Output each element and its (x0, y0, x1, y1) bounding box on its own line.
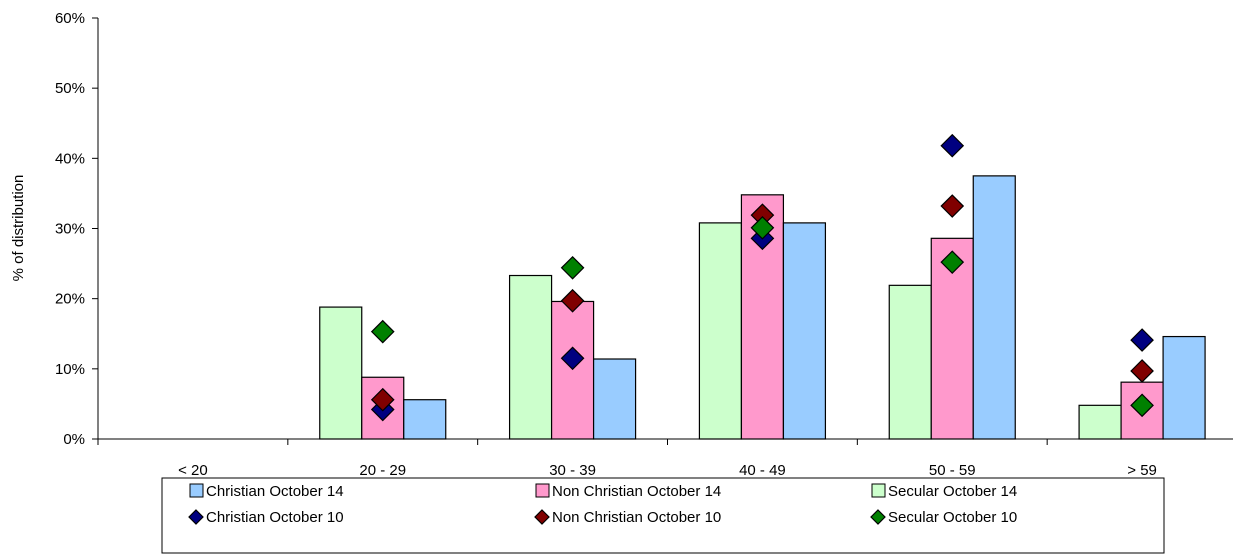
marker-secular-october-10 (940, 250, 965, 275)
y-tick-label: 10% (55, 361, 85, 378)
bar-non-christian-october-14 (550, 300, 595, 440)
marker-non-christian-october-10 (370, 387, 395, 412)
legend: Christian October 14 Non Christian Octobe… (161, 477, 1165, 554)
marker-christian-october-10 (940, 133, 965, 158)
y-tick-label: 0% (63, 431, 85, 448)
y-tick-label: 60% (55, 10, 85, 27)
plot-area: 0% 10% 20% 30% 40% 50% 60% < 20 20 - 29 30 - 39 40… (55, 10, 1233, 479)
legend-swatch-non-christian-october-14 (535, 483, 550, 498)
legend-box (161, 477, 1165, 554)
y-tick-label: 30% (55, 221, 85, 238)
x-tick-label: 20 - 29 (359, 462, 406, 479)
y-axis-title: % of distribution (10, 175, 27, 282)
legend-swatch-christian-october-14 (189, 483, 204, 498)
bar-secular-october-14 (508, 274, 553, 440)
marker-non-christian-october-10 (1130, 359, 1154, 383)
marker-secular-october-10 (560, 255, 585, 280)
marker-christian-october-10 (1130, 328, 1154, 352)
marker-secular-october-10 (750, 215, 775, 240)
legend-swatch-secular-october-14 (871, 483, 886, 498)
bar-christian-october-14 (972, 175, 1016, 440)
marker-secular-october-10 (1130, 393, 1154, 418)
bar-secular-october-14 (888, 284, 932, 440)
marker-christian-october-10 (560, 346, 585, 371)
x-tick-label: 50 - 59 (929, 462, 976, 479)
legend-label-non-christian-october-10: Non Christian October 10 (552, 509, 721, 526)
marker-non-christian-october-10 (940, 194, 965, 218)
marker-secular-october-10 (370, 319, 395, 344)
bar-christian-october-14 (403, 399, 447, 440)
bar-christian-october-14 (592, 358, 637, 440)
legend-marker-non-christian-october-10 (534, 509, 550, 525)
legend-marker-secular-october-10 (870, 509, 886, 525)
y-tick-label: 40% (55, 150, 85, 167)
bar-secular-october-14 (319, 306, 363, 440)
legend-label-secular-october-14: Secular October 14 (888, 483, 1017, 500)
legend-label-secular-october-10: Secular October 10 (888, 509, 1017, 526)
bar-secular-october-14 (698, 222, 743, 440)
bar-christian-october-14 (782, 222, 827, 440)
y-tick-label: 50% (55, 80, 85, 97)
x-tick-label: 30 - 39 (549, 462, 596, 479)
x-tick-label: < 20 (178, 462, 208, 479)
legend-label-christian-october-10: Christian October 10 (206, 509, 344, 526)
x-tick-label: 40 - 49 (739, 462, 786, 479)
legend-label-christian-october-14: Christian October 14 (206, 483, 344, 500)
legend-marker-christian-october-10 (188, 509, 204, 525)
marker-non-christian-october-10 (560, 288, 585, 313)
bar-secular-october-14 (1078, 404, 1122, 440)
y-tick-label: 20% (55, 291, 85, 308)
bar-christian-october-14 (1162, 335, 1206, 440)
x-tick-label: > 59 (1127, 462, 1157, 479)
legend-label-non-christian-october-14: Non Christian October 14 (552, 483, 721, 500)
